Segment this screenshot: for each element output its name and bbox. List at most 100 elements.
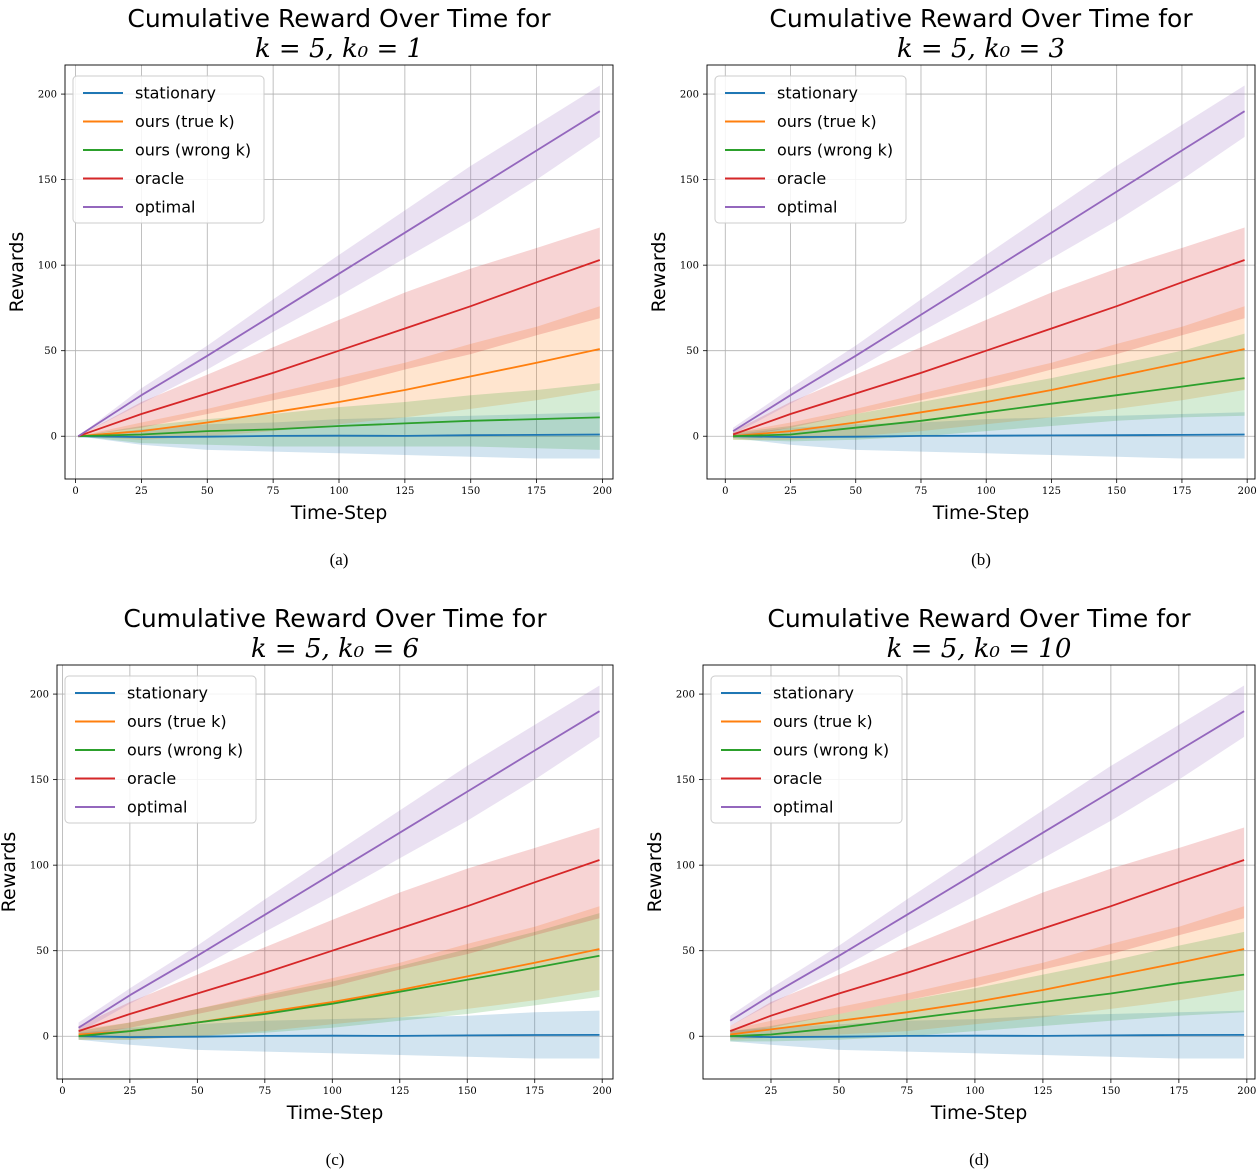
legend-label-ours-wrong-k: ours (wrong k): [135, 141, 251, 160]
y-tick-label: 0: [689, 1032, 695, 1043]
legend-label-stationary: stationary: [127, 684, 208, 703]
x-tick-label: 0: [72, 486, 78, 497]
panel-caption: (a): [330, 550, 349, 569]
panel-caption: (b): [971, 550, 991, 569]
x-tick-label: 150: [458, 1086, 477, 1097]
chart-panel-d: 25 50 75 100 125 150 175 200 0 50 100 150 200 Time-St…: [644, 604, 1256, 1169]
x-tick-label: 100: [323, 1086, 342, 1097]
legend-label-ours-true-k: ours (true k): [773, 712, 873, 731]
legend-label-oracle: oracle: [127, 769, 176, 788]
x-axis-label: Time-Step: [290, 502, 388, 524]
chart-panel-b: 0 25 50 75 100 125 150 175 200050100150200Time-S…: [648, 4, 1257, 569]
y-tick-label: 200: [680, 90, 699, 101]
x-tick-label: 75: [901, 1086, 914, 1097]
x-tick-label: 25: [135, 486, 148, 497]
x-tick-label: 150: [1101, 1086, 1120, 1097]
y-axis-label: Rewards: [644, 832, 666, 913]
legend-label-ours-wrong-k: ours (wrong k): [773, 741, 889, 760]
x-tick-label: 50: [201, 486, 214, 497]
panel-caption: (d): [969, 1150, 989, 1169]
legend-label-stationary: stationary: [135, 84, 216, 103]
panel-caption: (c): [326, 1150, 345, 1169]
y-tick-label: 0: [51, 432, 57, 443]
x-tick-label: 125: [390, 1086, 409, 1097]
y-tick-label: 50: [682, 946, 695, 957]
y-tick-label: 50: [686, 346, 699, 357]
legend: stationary ours (true k) ours (wrong k) ora…: [711, 676, 902, 823]
x-tick-label: 75: [267, 486, 280, 497]
chart-panel-c: 0 25 50 75 100 125 150 175 200 0 50 100 150 200 Time-S…: [0, 604, 613, 1169]
chart-panel-a: 0 25 50 75 100 125 150 175 200 0 50 100 150 200 Time-S…: [6, 4, 613, 569]
x-tick-label: 175: [527, 486, 546, 497]
x-tick-label: 100: [965, 1086, 984, 1097]
y-tick-label: 50: [44, 346, 57, 357]
x-tick-label: 25: [784, 486, 797, 497]
y-tick-label: 100: [30, 861, 49, 872]
chart-title-formula: k = 5, k₀ = 6: [251, 634, 419, 664]
x-axis-label: Time-Step: [286, 1102, 384, 1124]
legend-label-stationary: stationary: [777, 84, 858, 103]
y-tick-label: 100: [680, 261, 699, 272]
x-tick-label: 25: [765, 1086, 778, 1097]
x-axis-label: Time-Step: [930, 1102, 1028, 1124]
legend-label-ours-true-k: ours (true k): [127, 712, 227, 731]
x-tick-label: 75: [258, 1086, 271, 1097]
x-tick-label: 50: [833, 1086, 846, 1097]
x-tick-label: 100: [329, 486, 348, 497]
legend: stationary ours (true k) ours (wrong k) ora…: [715, 76, 906, 223]
x-tick-label: 125: [1033, 1086, 1052, 1097]
x-tick-label: 50: [849, 486, 862, 497]
legend-label-ours-true-k: ours (true k): [135, 112, 235, 131]
legend: stationary ours (true k) ours (wrong k) ora…: [73, 76, 264, 223]
x-tick-label: 0: [59, 1086, 65, 1097]
y-axis-label: Rewards: [648, 232, 670, 313]
x-tick-label: 200: [1237, 1086, 1256, 1097]
chart-title-formula: k = 5, k₀ = 3: [897, 34, 1065, 64]
chart-title-formula: k = 5, k₀ = 10: [887, 634, 1072, 664]
x-tick-label: 150: [1107, 486, 1126, 497]
legend-label-stationary: stationary: [773, 684, 854, 703]
legend-label-ours-wrong-k: ours (wrong k): [127, 741, 243, 760]
y-tick-label: 100: [676, 861, 695, 872]
y-axis-label: Rewards: [0, 832, 20, 913]
y-tick-label: 150: [38, 175, 57, 186]
x-tick-label: 100: [977, 486, 996, 497]
legend-label-optimal: optimal: [777, 198, 838, 217]
x-tick-label: 200: [593, 486, 612, 497]
x-axis-label: Time-Step: [932, 502, 1030, 524]
chart-title: Cumulative Reward Over Time for: [123, 604, 547, 633]
y-tick-label: 100: [38, 261, 57, 272]
x-tick-label: 125: [395, 486, 414, 497]
x-tick-label: 175: [1169, 1086, 1188, 1097]
y-tick-label: 200: [38, 90, 57, 101]
y-axis-label: Rewards: [6, 232, 28, 313]
x-tick-label: 50: [191, 1086, 204, 1097]
y-tick-label: 50: [36, 946, 49, 957]
x-tick-label: 175: [1172, 486, 1191, 497]
y-tick-label: 200: [676, 690, 695, 701]
chart-title: Cumulative Reward Over Time for: [127, 4, 551, 33]
legend-label-oracle: oracle: [777, 169, 826, 188]
x-tick-label: 25: [124, 1086, 137, 1097]
x-tick-label: 125: [1042, 486, 1061, 497]
x-tick-label: 200: [593, 1086, 612, 1097]
chart-title: Cumulative Reward Over Time for: [767, 604, 1191, 633]
legend-label-ours-wrong-k: ours (wrong k): [777, 141, 893, 160]
x-tick-label: 175: [525, 1086, 544, 1097]
legend-label-optimal: optimal: [127, 798, 188, 817]
x-tick-label: 75: [915, 486, 928, 497]
legend-label-optimal: optimal: [135, 198, 196, 217]
chart-title-formula: k = 5, k₀ = 1: [255, 34, 423, 64]
y-tick-label: 150: [30, 775, 49, 786]
y-tick-label: 0: [693, 432, 699, 443]
y-tick-label: 200: [30, 690, 49, 701]
x-tick-label: 0: [722, 486, 728, 497]
legend-label-oracle: oracle: [773, 769, 822, 788]
y-tick-label: 150: [676, 775, 695, 786]
legend-label-ours-true-k: ours (true k): [777, 112, 877, 131]
legend-label-oracle: oracle: [135, 169, 184, 188]
chart-title: Cumulative Reward Over Time for: [769, 4, 1193, 33]
legend-label-optimal: optimal: [773, 798, 834, 817]
y-tick-label: 150: [680, 175, 699, 186]
